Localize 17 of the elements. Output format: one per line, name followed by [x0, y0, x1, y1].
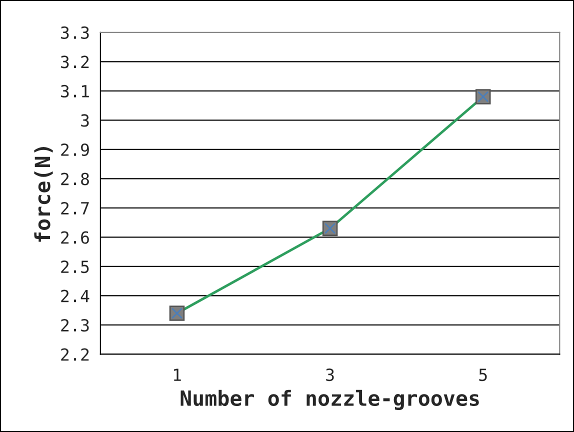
x-tick-label: 3 [326, 368, 334, 382]
y-tick-label: 3.2 [61, 56, 89, 68]
y-tick-label: 3.3 [61, 26, 89, 40]
y-tick-label: 2.9 [61, 143, 89, 156]
y-tick-label: 2.6 [61, 231, 89, 244]
x-tick-label: 5 [479, 368, 487, 382]
y-tick-label: 2.3 [61, 318, 89, 332]
x-tick-label: 1 [174, 368, 181, 381]
y-tick-label: 2.4 [61, 290, 90, 302]
y-axis-title: force(N) [34, 147, 53, 242]
y-tick-label: 2.2 [61, 348, 89, 361]
y-tick-label: 3.1 [61, 84, 89, 98]
y-tick-label: 3 [81, 114, 89, 127]
x-axis-title: Number of nozzle-grooves [180, 390, 479, 410]
y-tick-label: 2.7 [61, 202, 89, 214]
y-tick-label: 2.5 [61, 260, 89, 274]
y-tick-label: 2.8 [61, 172, 89, 186]
